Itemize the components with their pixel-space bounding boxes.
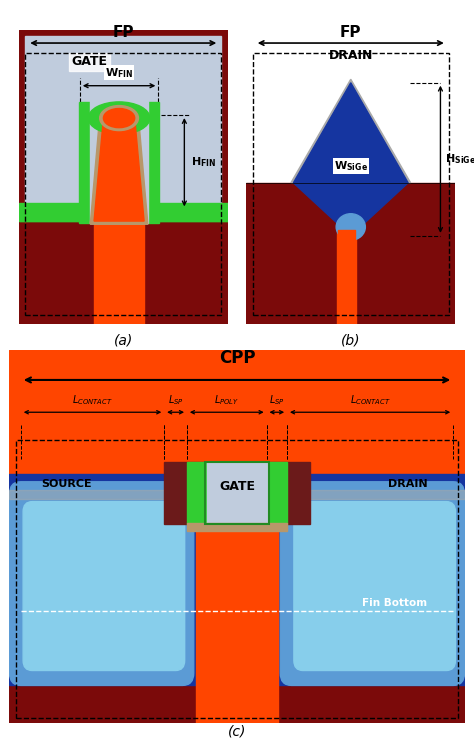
Bar <box>278 475 465 685</box>
Bar <box>208 462 266 524</box>
Polygon shape <box>293 183 408 236</box>
Bar <box>25 54 221 315</box>
Text: SOURCE: SOURCE <box>41 479 91 489</box>
FancyBboxPatch shape <box>280 482 465 685</box>
Polygon shape <box>90 117 148 224</box>
Text: GATE: GATE <box>71 55 107 68</box>
Polygon shape <box>90 117 148 224</box>
Polygon shape <box>293 83 408 183</box>
Ellipse shape <box>100 106 138 130</box>
Bar <box>187 523 287 531</box>
Text: Fin Bottom: Fin Bottom <box>362 598 427 608</box>
Bar <box>19 203 228 221</box>
Text: $L_{CONTACT}$: $L_{CONTACT}$ <box>72 393 113 408</box>
Bar <box>205 462 269 524</box>
Bar <box>90 93 148 223</box>
Text: $\mathbf{H_{SiGe}}$: $\mathbf{H_{SiGe}}$ <box>445 153 474 166</box>
FancyBboxPatch shape <box>294 501 456 670</box>
Text: CPP: CPP <box>219 349 255 367</box>
Bar <box>266 462 287 524</box>
Bar <box>9 490 465 499</box>
Bar <box>253 54 449 315</box>
Bar <box>266 462 310 524</box>
Bar <box>196 462 278 723</box>
Text: FP: FP <box>340 25 362 40</box>
Bar <box>164 462 208 524</box>
Text: $L_{CONTACT}$: $L_{CONTACT}$ <box>350 393 391 408</box>
Bar <box>19 205 228 221</box>
Text: (a): (a) <box>114 334 133 348</box>
Text: $\mathbf{H_{FIN}}$: $\mathbf{H_{FIN}}$ <box>191 155 216 169</box>
Polygon shape <box>94 118 144 221</box>
Text: $\mathbf{W_{FIN}}$: $\mathbf{W_{FIN}}$ <box>105 66 133 80</box>
Bar <box>79 102 159 223</box>
FancyBboxPatch shape <box>23 501 185 670</box>
Text: $L_{SP}$: $L_{SP}$ <box>168 393 183 408</box>
Text: DRAIN: DRAIN <box>328 49 373 63</box>
Bar <box>337 177 356 324</box>
Bar <box>94 215 144 324</box>
Bar <box>338 230 355 324</box>
Text: FP: FP <box>112 25 134 40</box>
Bar <box>9 475 196 685</box>
Text: DRAIN: DRAIN <box>388 479 428 489</box>
Bar <box>246 183 455 324</box>
Bar <box>9 685 465 723</box>
Ellipse shape <box>103 109 135 127</box>
Polygon shape <box>94 118 144 221</box>
Text: (b): (b) <box>341 334 361 348</box>
Bar <box>25 36 221 212</box>
Text: $\mathbf{W_{SiGe}}$: $\mathbf{W_{SiGe}}$ <box>334 159 368 173</box>
Bar <box>187 462 208 524</box>
Polygon shape <box>291 79 410 183</box>
Text: GATE: GATE <box>219 481 255 493</box>
Text: $L_{SP}$: $L_{SP}$ <box>269 393 285 408</box>
Ellipse shape <box>88 102 150 134</box>
Bar <box>16 440 458 717</box>
FancyBboxPatch shape <box>9 482 194 685</box>
Ellipse shape <box>336 214 365 240</box>
Text: $L_{POLY}$: $L_{POLY}$ <box>214 393 239 408</box>
Text: (c): (c) <box>228 724 246 738</box>
